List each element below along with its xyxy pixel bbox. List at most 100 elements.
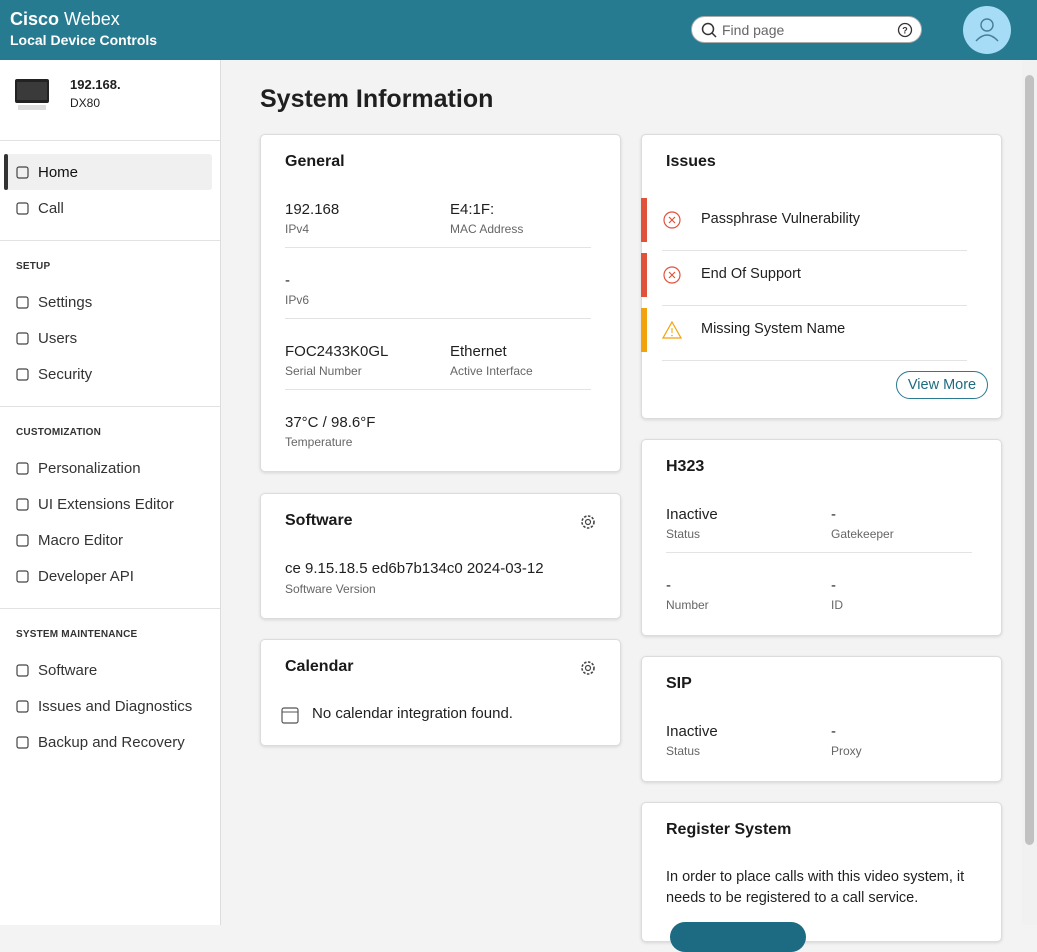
nav-icon — [16, 533, 29, 547]
field-value: - — [831, 723, 836, 740]
nav-item[interactable]: Users — [4, 320, 212, 356]
general-card: General 192.168 IPv4 E4:1F: MAC Address - IPv6… — [260, 134, 621, 472]
divider — [285, 389, 591, 390]
software-card: Software ce 9.15.18.5 ed6b7b134c0 2024-03… — [260, 493, 621, 619]
nav-item[interactable]: Issues and Diagnostics — [4, 688, 212, 724]
device-address: 192.168. — [70, 77, 121, 92]
section-header: SYSTEM MAINTENANCE — [16, 629, 138, 640]
field-value: - — [831, 577, 836, 594]
field-label: Serial Number — [285, 364, 362, 378]
settings-icon[interactable] — [579, 513, 597, 531]
help-icon[interactable]: ? — [897, 22, 913, 38]
nav-item[interactable]: Developer API — [4, 558, 212, 594]
divider — [662, 305, 967, 306]
calendar-card: Calendar No calendar integration found. — [260, 639, 621, 746]
field-value: - — [666, 577, 671, 594]
scroll-thumb[interactable] — [1025, 75, 1034, 845]
nav-item[interactable]: Settings — [4, 284, 212, 320]
nav-item[interactable]: Backup and Recovery — [4, 724, 212, 760]
brand-name: Cisco — [10, 9, 60, 29]
device-image — [15, 79, 49, 110]
field-label: ID — [831, 598, 843, 612]
divider — [662, 250, 967, 251]
nav-icon — [16, 165, 29, 179]
nav-label: Developer API — [38, 567, 134, 585]
field-value: Inactive — [666, 723, 718, 740]
field-value: E4:1F: — [450, 201, 495, 218]
nav-item[interactable]: Security — [4, 356, 212, 392]
field-value: Ethernet — [450, 343, 507, 360]
nav-label: Issues and Diagnostics — [38, 697, 193, 715]
nav-icon — [16, 497, 29, 511]
nav-label: Call — [38, 199, 64, 217]
severity-bar — [641, 253, 647, 297]
register-text: In order to place calls with this video … — [666, 869, 965, 906]
severity-bar — [641, 308, 647, 352]
field-label: MAC Address — [450, 222, 524, 236]
field-label: Active Interface — [450, 364, 533, 378]
nav-icon — [16, 735, 29, 749]
nav-item[interactable]: Macro Editor — [4, 522, 212, 558]
nav-item[interactable]: Software — [4, 652, 212, 688]
field-label: IPv6 — [285, 293, 310, 307]
page-title: System Information — [260, 85, 494, 113]
nav-icon — [16, 663, 29, 677]
divider — [285, 318, 591, 319]
field-value: 192.168 — [285, 201, 340, 218]
search-box[interactable]: Find page ? — [691, 16, 922, 43]
card-title: Issues — [666, 153, 716, 170]
register-button[interactable] — [670, 922, 806, 952]
card-title: General — [285, 153, 345, 170]
separator — [0, 608, 220, 609]
field-value: ce 9.15.18.5 ed6b7b134c0 2024-03-12 — [285, 560, 544, 577]
separator — [0, 240, 220, 241]
view-more-button[interactable]: View More — [896, 371, 988, 399]
main-content: System Information General 192.168 IPv4 E4:… — [221, 60, 1022, 952]
search-placeholder: Find page — [722, 22, 785, 38]
top-bar: Cisco Webex Local Device Controls Find p… — [0, 0, 1037, 60]
divider — [666, 552, 972, 553]
product-name: Webex — [64, 9, 120, 29]
issues-card: Issues Passphrase Vulnerability End Of Sup… — [641, 134, 1002, 419]
search-icon — [701, 22, 717, 38]
divider — [662, 360, 967, 361]
issue-text[interactable]: Passphrase Vulnerability — [701, 211, 861, 227]
field-label: Proxy — [831, 744, 862, 758]
nav-label: Backup and Recovery — [38, 733, 185, 751]
calendar-message: No calendar integration found. — [312, 705, 513, 722]
divider — [285, 247, 591, 248]
nav-item[interactable]: Home — [4, 154, 212, 190]
nav-label: Security — [38, 365, 93, 383]
field-value: - — [831, 506, 836, 523]
nav-item[interactable]: Call — [4, 190, 212, 226]
field-value: Inactive — [666, 506, 718, 523]
card-title: Software — [285, 512, 353, 529]
nav-label: Software — [38, 661, 98, 679]
nav-item[interactable]: UI Extensions Editor — [4, 486, 212, 522]
sip-card: SIP Inactive Status - Proxy — [641, 656, 1002, 782]
h323-card: H323 Inactive Status - Gatekeeper - Number - ID — [641, 439, 1002, 636]
nav-item[interactable]: Personalization — [4, 450, 212, 486]
nav-label: Home — [38, 163, 79, 181]
nav-icon — [16, 367, 29, 381]
scrollbar[interactable] — [1022, 60, 1037, 925]
issue-text[interactable]: Missing System Name — [701, 321, 846, 337]
separator — [0, 406, 220, 407]
nav-icon — [16, 569, 29, 583]
field-value: 37°C / 98.6°F — [285, 414, 376, 431]
nav-label: Users — [38, 329, 78, 347]
brand: Cisco Webex — [10, 9, 120, 30]
card-title: H323 — [666, 458, 705, 475]
card-title: SIP — [666, 675, 692, 692]
calendar-icon — [281, 707, 299, 724]
settings-icon[interactable] — [579, 659, 597, 677]
nav-label: Settings — [38, 293, 93, 311]
field-value: - — [285, 272, 290, 289]
severity-bar — [641, 198, 647, 242]
issue-text[interactable]: End Of Support — [701, 266, 801, 282]
device-model: DX80 — [70, 96, 101, 110]
nav-icon — [16, 331, 29, 345]
user-avatar[interactable] — [963, 6, 1011, 54]
error-icon — [663, 266, 681, 284]
